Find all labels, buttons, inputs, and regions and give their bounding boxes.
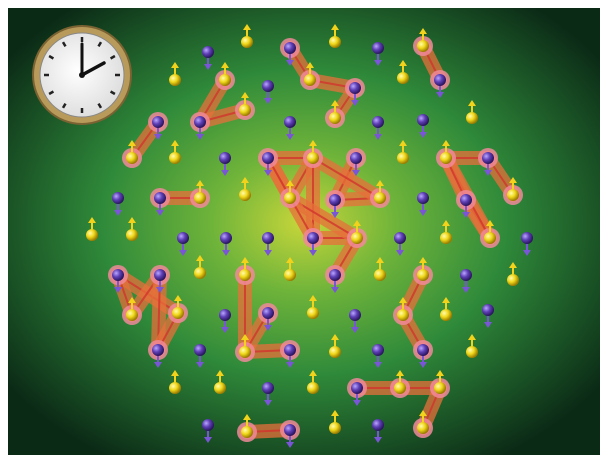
spin-sphere	[417, 40, 429, 52]
spin-sphere	[239, 269, 251, 281]
spin-sphere	[372, 116, 384, 128]
spin-sphere	[214, 382, 226, 394]
spin-sphere	[126, 309, 138, 321]
spin-sphere	[152, 116, 164, 128]
spin-sphere	[239, 104, 251, 116]
spin-sphere	[112, 192, 124, 204]
spin-sphere	[307, 152, 319, 164]
spin-sphere	[126, 152, 138, 164]
spin-sphere	[154, 269, 166, 281]
spin-sphere	[329, 112, 341, 124]
spin-sphere	[372, 42, 384, 54]
spin-sphere	[417, 344, 429, 356]
spin-sphere	[440, 152, 452, 164]
spin-sphere	[440, 232, 452, 244]
spin-sphere	[466, 112, 478, 124]
spin-sphere	[329, 346, 341, 358]
spin-sphere	[417, 114, 429, 126]
spin-sphere	[126, 229, 138, 241]
illustration	[0, 0, 607, 463]
spin-sphere	[466, 346, 478, 358]
spin-sphere	[241, 36, 253, 48]
spin-sphere	[329, 422, 341, 434]
spin-sphere	[507, 274, 519, 286]
spin-sphere	[86, 229, 98, 241]
spin-sphere	[172, 307, 184, 319]
spin-sphere	[169, 152, 181, 164]
spin-sphere	[434, 74, 446, 86]
spin-sphere	[307, 382, 319, 394]
spin-sphere	[284, 269, 296, 281]
spin-sphere	[349, 309, 361, 321]
spin-sphere	[329, 269, 341, 281]
spin-sphere	[329, 36, 341, 48]
spin-sphere	[482, 304, 494, 316]
page: (() => { const NS = 'http://www.w3.org/2…	[0, 0, 607, 463]
spin-sphere	[220, 232, 232, 244]
spin-sphere	[372, 419, 384, 431]
spin-sphere	[154, 192, 166, 204]
spin-sphere	[460, 194, 472, 206]
spin-sphere	[194, 192, 206, 204]
spin-sphere	[460, 269, 472, 281]
spin-sphere	[397, 72, 409, 84]
spin-sphere	[350, 152, 362, 164]
spin-sphere	[202, 46, 214, 58]
spin-sphere	[202, 419, 214, 431]
spin-sphere	[521, 232, 533, 244]
spin-sphere	[219, 152, 231, 164]
spin-sphere	[374, 192, 386, 204]
spin-sphere	[152, 344, 164, 356]
spin-sphere	[241, 426, 253, 438]
spin-sphere	[284, 116, 296, 128]
spin-sphere	[219, 74, 231, 86]
clock	[33, 26, 131, 124]
spin-sphere	[349, 82, 361, 94]
spin-sphere	[394, 232, 406, 244]
spin-sphere	[262, 80, 274, 92]
spin-sphere	[169, 74, 181, 86]
spin-sphere	[112, 269, 124, 281]
spin-sphere	[434, 382, 446, 394]
spin-sphere	[372, 344, 384, 356]
spin-sphere	[262, 152, 274, 164]
spin-sphere	[194, 344, 206, 356]
spin-sphere	[284, 192, 296, 204]
spin-sphere	[219, 309, 231, 321]
spin-sphere	[307, 232, 319, 244]
clock-pin	[79, 72, 85, 78]
spin-sphere	[194, 116, 206, 128]
spin-sphere	[239, 346, 251, 358]
spin-sphere	[307, 307, 319, 319]
spin-sphere	[239, 189, 251, 201]
spin-sphere	[169, 382, 181, 394]
spin-sphere	[284, 344, 296, 356]
spin-sphere	[482, 152, 494, 164]
spin-sphere	[417, 422, 429, 434]
spin-sphere	[374, 269, 386, 281]
spin-sphere	[397, 152, 409, 164]
spin-sphere	[262, 382, 274, 394]
spin-sphere	[351, 232, 363, 244]
spin-sphere	[284, 424, 296, 436]
spin-sphere	[304, 74, 316, 86]
spin-sphere	[417, 269, 429, 281]
spin-sphere	[262, 307, 274, 319]
spin-sphere	[484, 232, 496, 244]
spin-sphere	[194, 267, 206, 279]
spin-sphere	[417, 192, 429, 204]
spin-sphere	[262, 232, 274, 244]
spin-sphere	[351, 382, 363, 394]
spin-sphere	[284, 42, 296, 54]
spin-sphere	[329, 194, 341, 206]
spin-sphere	[177, 232, 189, 244]
spin-sphere	[507, 189, 519, 201]
spin-sphere	[440, 309, 452, 321]
spin-sphere	[394, 382, 406, 394]
spin-sphere	[397, 309, 409, 321]
